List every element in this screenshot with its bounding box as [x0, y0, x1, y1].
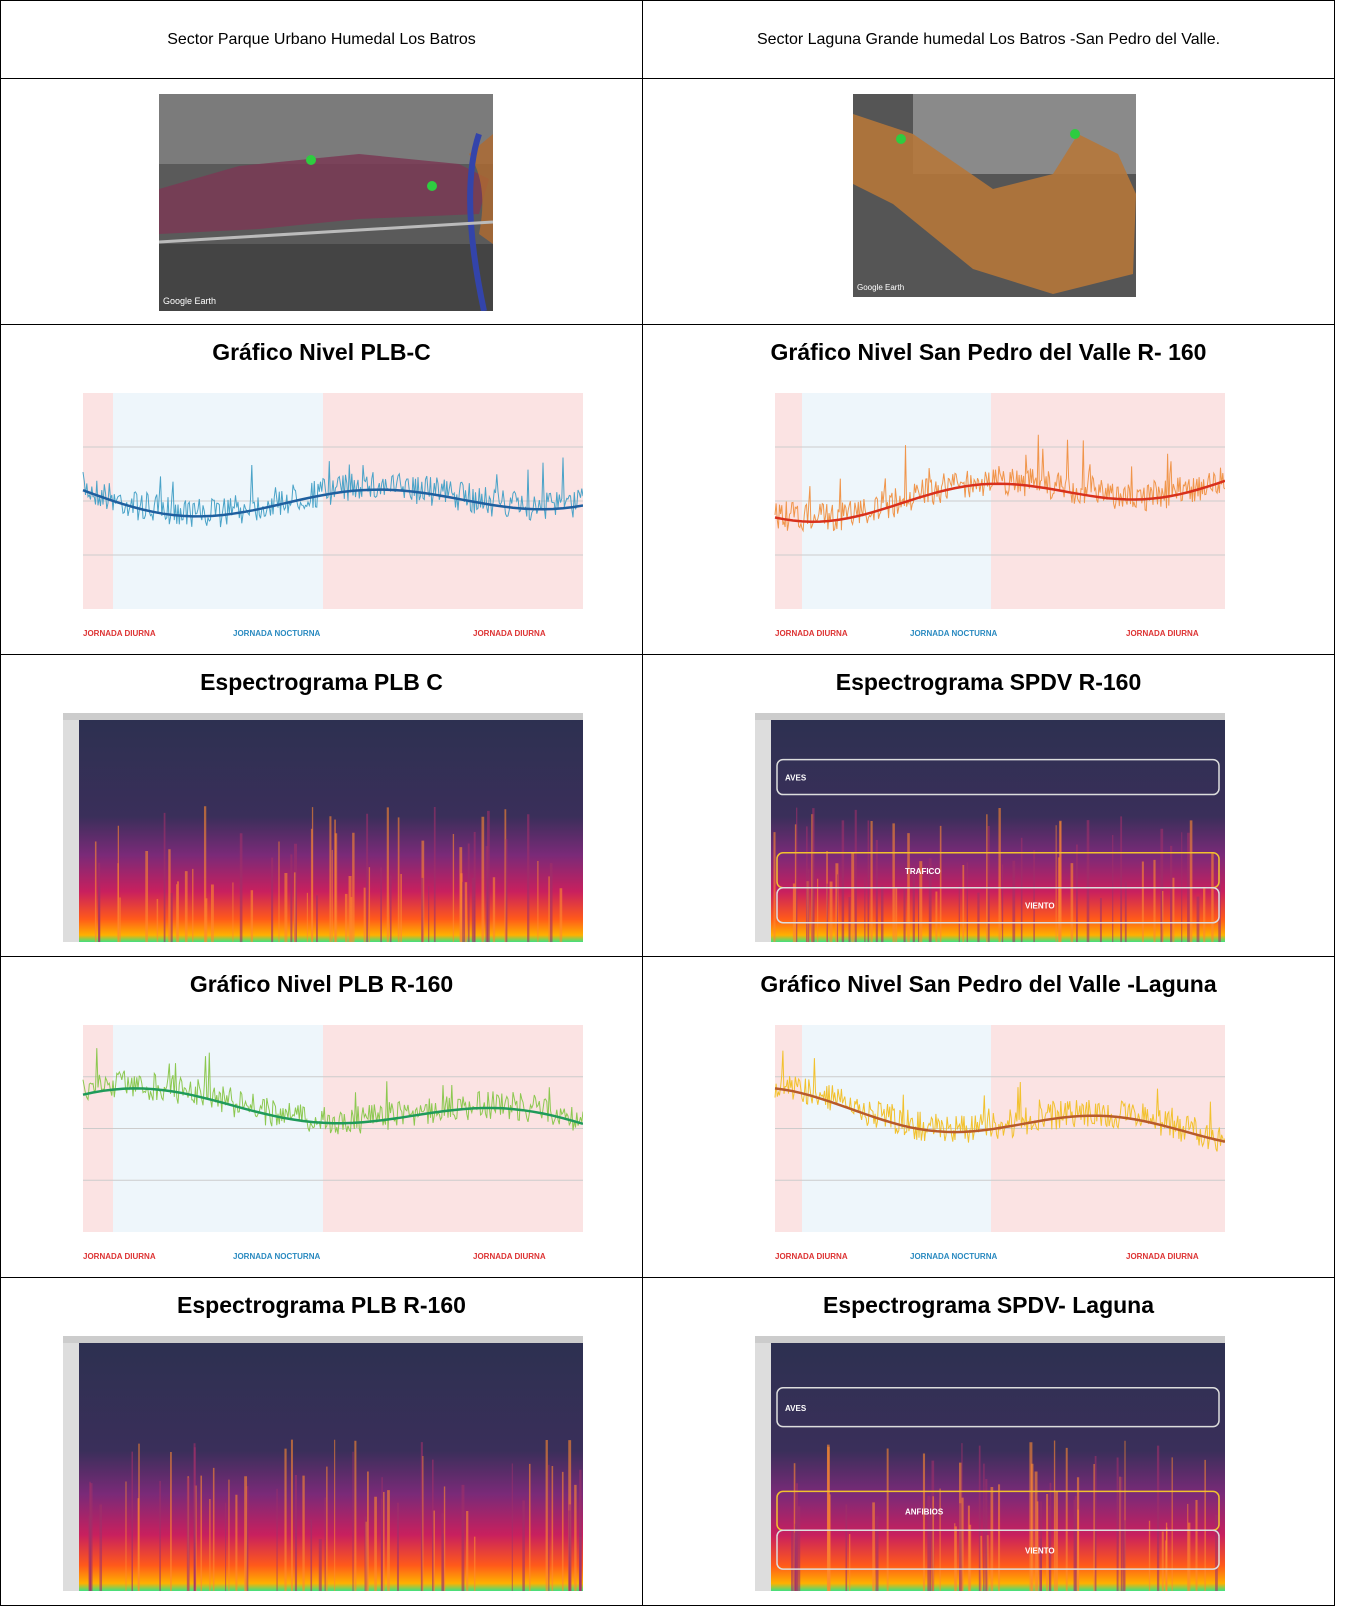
- spectrogram: [754, 713, 1225, 942]
- annotation-label: TRAFICO: [905, 867, 941, 876]
- period-label: JORNADA DIURNA: [1126, 629, 1199, 638]
- annotation-box: [775, 1387, 1220, 1428]
- spectrogram-axis: [62, 720, 79, 942]
- spectrogram-header: [62, 1336, 583, 1343]
- panel-graphic: JORNADA DIURNA JORNADA NOCTURNA JORNADA DI…: [82, 393, 583, 638]
- annotation-label: AVES: [785, 774, 807, 783]
- panel-cell: Gráfico Nivel San Pedro del Valle R- 160…: [642, 324, 1335, 655]
- period-label: JORNADA DIURNA: [775, 629, 848, 638]
- panel-cell: Gráfico Nivel PLB R-160 JORNADA DIURNA JOR…: [0, 956, 643, 1278]
- panel-cell: Gráfico Nivel San Pedro del Valle -Lagun…: [642, 956, 1335, 1278]
- trend-line: [774, 1087, 1225, 1143]
- level-line: [774, 434, 1225, 533]
- annotation-box: [775, 1529, 1220, 1570]
- period-label: JORNADA NOCTURNA: [910, 1252, 997, 1261]
- spectrogram: [62, 1336, 583, 1591]
- spectrogram-axis: [754, 720, 771, 942]
- annotation-box: [775, 758, 1220, 796]
- header-cell: Sector Parque Urbano Humedal Los Batros: [0, 0, 643, 79]
- period-label: JORNADA DIURNA: [1126, 1252, 1199, 1261]
- panel-graphic: [62, 713, 583, 942]
- map-credit: Google Earth: [857, 283, 904, 292]
- spectrogram-header: [62, 713, 583, 720]
- map-credit: Google Earth: [163, 296, 216, 306]
- map-image: Google Earth: [853, 94, 1136, 297]
- panel-graphic: [62, 1336, 583, 1591]
- period-label: JORNADA DIURNA: [775, 1252, 848, 1261]
- spectrogram-axis: [754, 1343, 771, 1591]
- header-text: Sector Parque Urbano Humedal Los Batros: [167, 30, 476, 48]
- spectrogram-header: [754, 1336, 1225, 1343]
- period-label: JORNADA NOCTURNA: [233, 629, 320, 638]
- annotation-label: AVES: [785, 1404, 807, 1413]
- map-image: Google Earth: [159, 94, 493, 311]
- panel-graphic: AVES TRAFICO VIENTO: [754, 713, 1225, 942]
- panel-graphic: AVES ANFIBIOS VIENTO: [754, 1336, 1225, 1591]
- header-cell: Sector Laguna Grande humedal Los Batros …: [642, 0, 1335, 79]
- period-label: JORNADA NOCTURNA: [233, 1252, 320, 1261]
- panel-cell: Espectrograma SPDV- Laguna AVES ANFIBIOS VI…: [642, 1277, 1335, 1606]
- panel-title: Espectrograma SPDV- Laguna: [822, 1292, 1155, 1318]
- level-line: [82, 457, 583, 528]
- panel-title: Espectrograma PLB C: [200, 669, 443, 695]
- period-label: JORNADA NOCTURNA: [910, 629, 997, 638]
- panel-cell: Espectrograma PLB C: [0, 654, 643, 957]
- panel-cell: Espectrograma PLB R-160: [0, 1277, 643, 1606]
- period-label: JORNADA DIURNA: [473, 1252, 546, 1261]
- level-line: [82, 1048, 583, 1135]
- period-label: JORNADA DIURNA: [83, 1252, 156, 1261]
- panel-title: Gráfico Nivel San Pedro del Valle -Lagun…: [760, 971, 1217, 997]
- annotation-label: ANFIBIOS: [905, 1508, 944, 1517]
- map-cell: Google Earth: [642, 78, 1335, 325]
- annotation-label: VIENTO: [1025, 902, 1055, 911]
- panel-title: Espectrograma SPDV R-160: [835, 669, 1142, 695]
- panel-title: Espectrograma PLB R-160: [177, 1292, 466, 1318]
- panel-graphic: JORNADA DIURNA JORNADA NOCTURNA JORNADA DI…: [774, 1025, 1225, 1261]
- annotation-label: VIENTO: [1025, 1547, 1055, 1556]
- panel-title: Gráfico Nivel PLB R-160: [189, 971, 454, 997]
- spectrogram: [754, 1336, 1225, 1591]
- period-label: JORNADA DIURNA: [473, 629, 546, 638]
- panel-cell: Espectrograma SPDV R-160 AVES TRAFICO VIENT…: [642, 654, 1335, 957]
- map-cell: Google Earth: [0, 78, 643, 325]
- panel-title: Gráfico Nivel San Pedro del Valle R- 160: [770, 339, 1207, 365]
- panel-title: Gráfico Nivel PLB-C: [212, 339, 431, 365]
- annotation-box: [775, 887, 1220, 924]
- panel-cell: Gráfico Nivel PLB-C JORNADA DIURNA JORNADA…: [0, 324, 643, 655]
- header-text: Sector Laguna Grande humedal Los Batros …: [756, 30, 1221, 48]
- spectrogram-axis: [62, 1343, 79, 1591]
- trend-line: [82, 488, 583, 518]
- panel-graphic: JORNADA DIURNA JORNADA NOCTURNA JORNADA DI…: [774, 393, 1225, 638]
- period-label: JORNADA DIURNA: [83, 629, 156, 638]
- trend-line: [82, 1087, 583, 1126]
- panel-graphic: JORNADA DIURNA JORNADA NOCTURNA JORNADA DI…: [82, 1025, 583, 1261]
- spectrogram-header: [754, 713, 1225, 720]
- spectrogram: [62, 713, 583, 942]
- trend-line: [774, 479, 1225, 523]
